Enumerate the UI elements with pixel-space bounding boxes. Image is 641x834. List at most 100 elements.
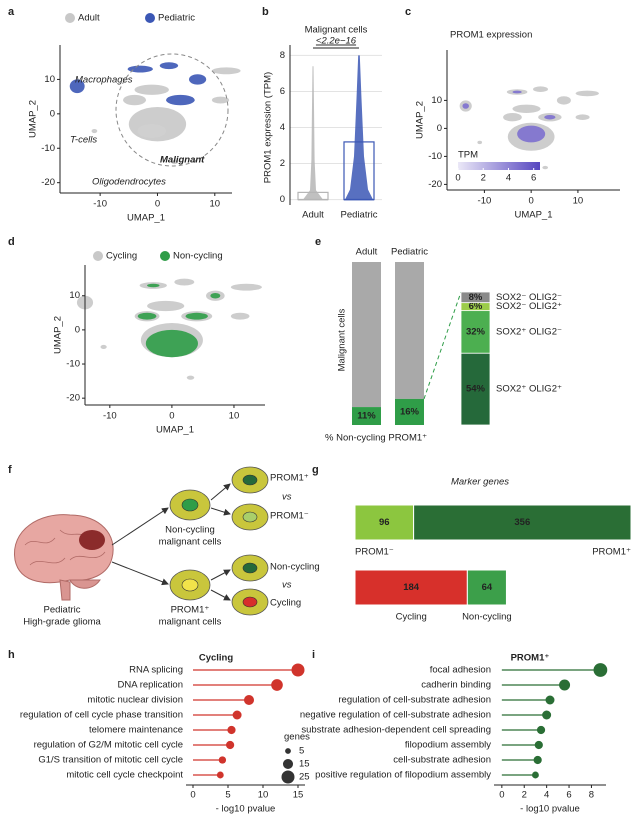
dot (271, 679, 283, 691)
segment-label: SOX2⁻ OLIG2⁺ (496, 301, 562, 312)
panel-label: f (8, 464, 12, 476)
x-tick-label: 0 (190, 790, 195, 801)
cell-cluster (134, 84, 169, 95)
data-label: 6% (469, 301, 483, 312)
cell-cluster (159, 62, 179, 70)
legend-label: Pediatric (158, 13, 195, 24)
pair-label: PROM1⁻ (270, 511, 309, 522)
cell-cluster (147, 300, 185, 312)
legend-label: Adult (78, 13, 100, 24)
cell-cluster (171, 159, 179, 165)
cell-cluster (189, 74, 207, 85)
group-label: Non-cycling (165, 525, 215, 536)
bar-rest (352, 262, 381, 408)
nucleus (181, 498, 199, 512)
cell-cluster (100, 344, 107, 350)
colorbar-tick-label: 4 (506, 173, 511, 184)
term-label: substrate adhesion-dependent cell spread… (301, 725, 491, 736)
dot (216, 771, 224, 779)
term-label: regulation of cell cycle phase transitio… (20, 710, 183, 721)
y-tick-label: -20 (41, 177, 55, 188)
term-label: filopodium assembly (405, 740, 491, 751)
panel-label: a (8, 6, 15, 18)
legend-swatch (145, 13, 155, 23)
dot (534, 740, 543, 750)
cell-cluster (211, 96, 230, 104)
cell-cluster (477, 140, 483, 145)
nucleus (242, 474, 258, 486)
arrow (210, 483, 231, 501)
y-tick-label: -20 (66, 393, 80, 404)
dot (227, 725, 236, 735)
term-label: mitotic nuclear division (87, 695, 183, 706)
brain (14, 514, 114, 601)
diagram-f: f Pediatric High-grade glioma Non-cyclin… (8, 464, 320, 628)
term-label: regulation of G2/M mitotic cell cycle (34, 740, 183, 751)
panel-label: b (262, 6, 269, 18)
term-label: regulation of cell-substrate adhesion (338, 695, 491, 706)
dot (232, 710, 242, 720)
term-label: focal adhesion (430, 665, 491, 676)
x-tick-label: 10 (258, 790, 269, 801)
cell-cluster (69, 79, 85, 94)
cell-cluster (575, 114, 590, 120)
p-value: <2.2e−16 (316, 36, 357, 47)
size-legend-label: 25 (299, 772, 310, 783)
arrow (210, 569, 231, 581)
y-tick-label: 6 (280, 86, 285, 97)
data-label: 64 (482, 582, 493, 593)
bar (352, 407, 381, 425)
pair-label: Non-cycling (270, 562, 320, 573)
x-tick-label: 0 (155, 199, 160, 210)
cell-cluster (127, 65, 153, 73)
cell-cluster (230, 283, 262, 291)
term-label: telomere maintenance (89, 725, 183, 736)
x-axis-title: UMAP_1 (156, 425, 194, 436)
legend-swatch (65, 13, 75, 23)
x-tick-label: 10 (229, 411, 240, 422)
y-tick-label: 10 (69, 290, 80, 301)
arrow (210, 507, 231, 516)
dot (243, 694, 255, 706)
group-label: malignant cells (159, 617, 222, 628)
bar-rest (395, 262, 424, 399)
dot (533, 755, 542, 765)
y-tick-label: -20 (428, 179, 442, 190)
dot (593, 663, 608, 677)
panel-label: h (8, 649, 15, 661)
legend-label: Non-cycling (173, 251, 223, 262)
dot (545, 695, 555, 705)
group-label: malignant cells (159, 537, 222, 548)
size-legend-dot (285, 748, 291, 754)
cell-cluster (145, 329, 198, 358)
cell-cluster (503, 113, 522, 122)
x-tick-label: 5 (225, 790, 230, 801)
x-tick-label: 8 (589, 790, 594, 801)
chart-title: PROM1 expression (450, 30, 532, 41)
malignant-outline (115, 53, 229, 167)
cell-cluster (533, 86, 548, 92)
x-tick-label: 0 (499, 790, 504, 801)
size-legend-dot (281, 770, 295, 784)
pair-label: vs (282, 492, 292, 503)
panel-label: e (315, 236, 321, 248)
data-label: 11% (357, 411, 376, 422)
segment-name: PROM1⁻ (355, 547, 394, 558)
segment (460, 310, 491, 354)
cell-cluster (517, 125, 546, 143)
bar-segment (466, 569, 507, 606)
dot (225, 740, 235, 750)
dot (291, 663, 305, 677)
size-legend-label: 15 (299, 759, 310, 770)
pair-label: Cycling (270, 598, 301, 609)
dot (559, 679, 571, 691)
category-label: Adult (356, 247, 378, 258)
data-label: 184 (403, 582, 420, 593)
y-tick-label: 0 (437, 123, 442, 134)
colorbar-tick-label: 2 (481, 173, 486, 184)
data-label: 32% (466, 326, 486, 337)
dot (532, 771, 539, 779)
cell-cluster (210, 293, 221, 299)
chart-title: Malignant cells (305, 25, 368, 36)
